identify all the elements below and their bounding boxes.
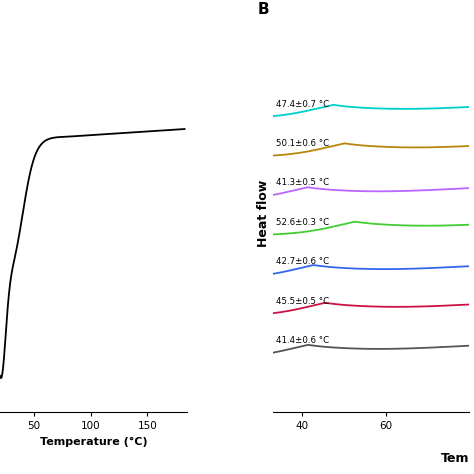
Text: 50.1±0.6 °C: 50.1±0.6 °C <box>276 139 329 148</box>
Text: 47.4±0.7 °C: 47.4±0.7 °C <box>276 100 329 109</box>
Text: 41.3±0.5 °C: 41.3±0.5 °C <box>276 178 329 187</box>
Text: 45.5±0.5 °C: 45.5±0.5 °C <box>276 297 329 306</box>
Text: 41.4±0.6 °C: 41.4±0.6 °C <box>276 336 329 345</box>
Text: Tem: Tem <box>441 452 469 465</box>
Y-axis label: Heat flow: Heat flow <box>257 180 270 247</box>
X-axis label: Temperature (°C): Temperature (°C) <box>40 437 147 447</box>
Text: 52.6±0.3 °C: 52.6±0.3 °C <box>276 218 329 227</box>
Text: B: B <box>257 2 269 17</box>
Text: 42.7±0.6 °C: 42.7±0.6 °C <box>276 257 329 266</box>
